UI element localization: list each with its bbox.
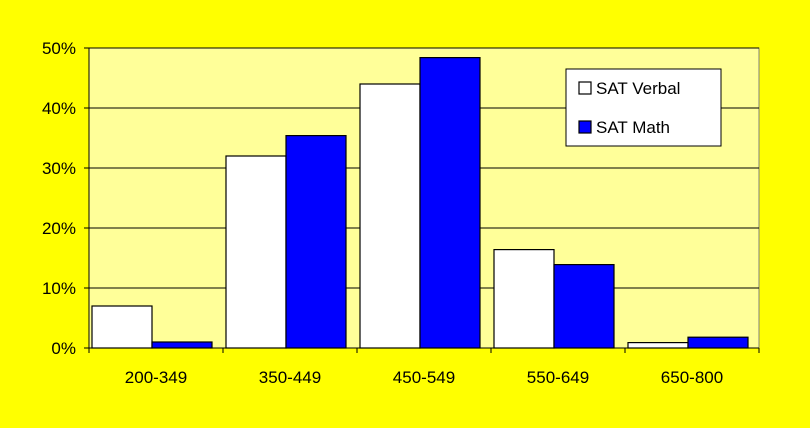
x-tick-label: 350-449	[259, 368, 321, 387]
x-tick-labels: 200-349 350-449 450-549 550-649 650-800	[125, 368, 723, 387]
x-tick-label: 450-549	[393, 368, 455, 387]
y-tick-label: 20%	[42, 219, 76, 238]
bar-sat-math-450-549	[419, 56, 481, 349]
bar-sat-math-650-800	[687, 336, 749, 349]
bar-sat-verbal-350-449	[225, 155, 287, 349]
legend-swatch-sat-math	[578, 120, 592, 134]
bar-sat-math-350-449	[285, 135, 347, 349]
legend-box	[565, 68, 722, 147]
y-tick-label: 30%	[42, 159, 76, 178]
legend: SAT Verbal SAT Math	[565, 68, 722, 147]
y-tick-label: 10%	[42, 279, 76, 298]
x-tick-label: 200-349	[125, 368, 187, 387]
legend-label-sat-math: SAT Math	[596, 118, 670, 137]
y-tick-labels: 0% 10% 20% 30% 40% 50%	[42, 39, 76, 358]
bar-sat-math-200-349	[151, 341, 213, 349]
x-tick-label: 650-800	[661, 368, 723, 387]
bars	[91, 56, 749, 349]
y-tick-label: 50%	[42, 39, 76, 58]
axes	[84, 47, 760, 353]
y-tick-label: 40%	[42, 99, 76, 118]
legend-swatch-sat-verbal	[578, 81, 592, 95]
x-tick-label: 550-649	[527, 368, 589, 387]
bar-sat-verbal-450-549	[359, 83, 421, 349]
legend-label-sat-verbal: SAT Verbal	[596, 79, 680, 98]
bar-sat-verbal-550-649	[493, 249, 555, 349]
bar-sat-math-550-649	[553, 264, 615, 349]
bar-sat-verbal-650-800	[627, 342, 689, 349]
bar-sat-verbal-200-349	[91, 305, 153, 349]
y-tick-label: 0%	[51, 339, 76, 358]
